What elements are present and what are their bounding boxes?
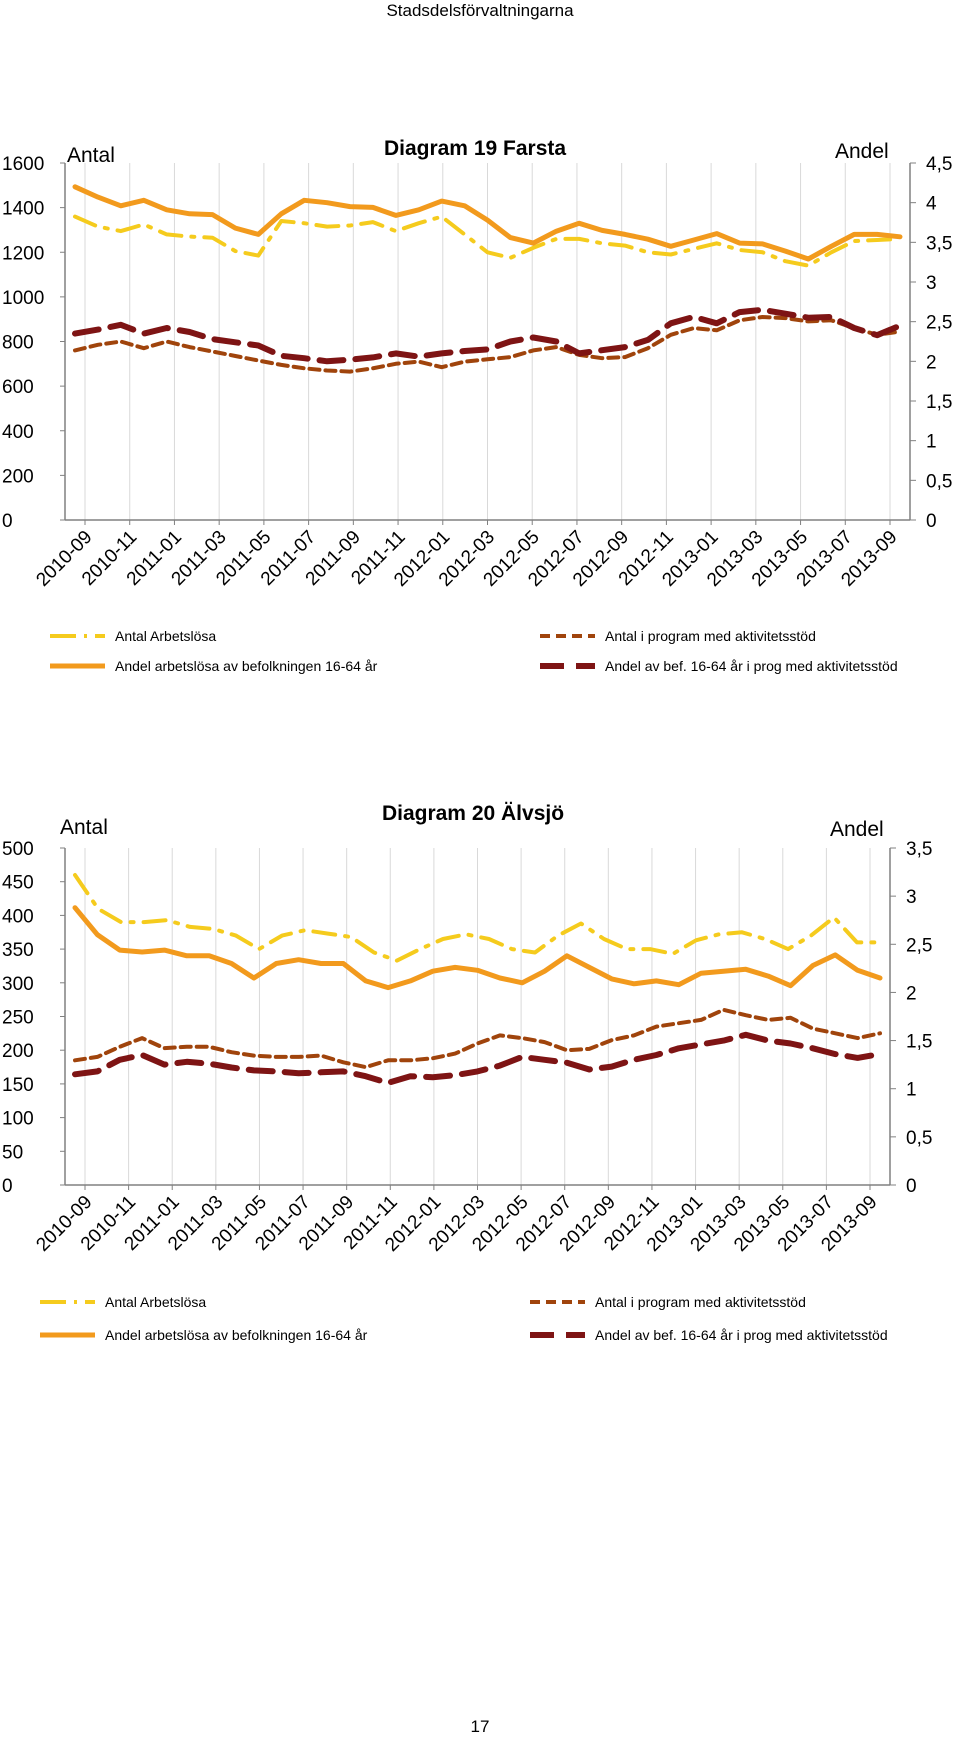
y-axis-title-left: Antal <box>60 816 108 839</box>
series-line-1 <box>72 184 903 262</box>
legend-label-1: Andel arbetslösa av befolkningen 16-64 å… <box>105 1327 368 1343</box>
y-tick-label-right: 3 <box>906 887 917 908</box>
series-line-2 <box>73 1007 882 1070</box>
chart-alvsjo: 0 50 100 150 200 250 300 350 400 450 500 0 0,5 1 1,5 2 2… <box>2 802 932 1343</box>
y-tick-label-right: 4 <box>926 194 937 215</box>
legend-label-3: Andel av bef. 16-64 år i prog med aktivi… <box>605 658 898 674</box>
y-tick-label-left: 0 <box>2 1176 13 1197</box>
chart-title: Diagram 20 Älvsjö <box>382 802 564 825</box>
y-tick-label-right: 1,5 <box>906 1032 932 1053</box>
series-line-0 <box>73 214 902 268</box>
y-tick-label-right: 3,5 <box>906 839 932 860</box>
y-axis-title-right: Andel <box>830 818 884 841</box>
y-tick-label-left: 1000 <box>2 288 44 309</box>
chart-title: Diagram 19 Farsta <box>384 137 566 160</box>
series-line-1 <box>72 905 883 991</box>
y-tick-label-left: 200 <box>2 466 34 487</box>
y-tick-label-right: 3,5 <box>926 233 952 254</box>
y-axis-title-left: Antal <box>67 144 115 167</box>
y-tick-label-left: 1600 <box>2 154 44 175</box>
y-tick-label-left: 600 <box>2 377 34 398</box>
series-line-0 <box>73 873 882 963</box>
y-tick-label-left: 0 <box>2 511 13 532</box>
y-tick-label-right: 0 <box>906 1176 917 1197</box>
y-tick-label-left: 500 <box>2 839 34 860</box>
y-tick-label-left: 100 <box>2 1109 34 1130</box>
page-header: Stadsdelsförvaltningarna <box>386 1 574 20</box>
y-tick-label-left: 150 <box>2 1075 34 1096</box>
y-tick-label-right: 2 <box>926 352 937 373</box>
y-tick-label-right: 0 <box>926 511 937 532</box>
y-tick-label-left: 450 <box>2 873 34 894</box>
y-tick-label-right: 0,5 <box>926 471 952 492</box>
legend-label-2: Antal i program med aktivitetsstöd <box>605 628 816 644</box>
y-tick-label-right: 3 <box>926 273 937 294</box>
legend-label-0: Antal Arbetslösa <box>115 628 216 644</box>
y-tick-label-left: 250 <box>2 1008 34 1029</box>
legend-label-3: Andel av bef. 16-64 år i prog med aktivi… <box>595 1327 888 1343</box>
legend-label-2: Antal i program med aktivitetsstöd <box>595 1294 806 1310</box>
series-line-3 <box>72 1031 883 1086</box>
legend-label-1: Andel arbetslösa av befolkningen 16-64 å… <box>115 658 378 674</box>
legend: Antal Arbetslösa Andel arbetslösa av befo… <box>40 1294 888 1343</box>
y-tick-label-right: 4,5 <box>926 154 952 175</box>
y-tick-label-right: 2 <box>906 983 917 1004</box>
y-tick-label-left: 350 <box>2 940 34 961</box>
y-tick-label-right: 1,5 <box>926 392 952 413</box>
plot-area: 0 200 400 600 800 1000 1200 1400 1600 0 0,5 1 1,5 2 2,… <box>2 154 952 591</box>
legend-label-0: Antal Arbetslösa <box>105 1294 206 1310</box>
series-line-2 <box>73 315 902 374</box>
y-tick-label-right: 1 <box>906 1080 917 1101</box>
y-tick-label-left: 400 <box>2 906 34 927</box>
page-number: 17 <box>470 1717 490 1736</box>
y-tick-label-left: 200 <box>2 1041 34 1062</box>
chart-farsta: 0 200 400 600 800 1000 1200 1400 1600 0 0,5 1 1,5 2 2,… <box>2 137 952 674</box>
y-tick-label-left: 1400 <box>2 199 44 220</box>
y-tick-label-right: 2,5 <box>906 935 932 956</box>
series-line-3 <box>72 306 903 365</box>
y-tick-label-left: 300 <box>2 974 34 995</box>
y-tick-label-right: 1 <box>926 432 937 453</box>
y-tick-label-right: 2,5 <box>926 313 952 334</box>
plot-area: 0 50 100 150 200 250 300 350 400 450 500 0 0,5 1 1,5 2 2… <box>2 839 932 1256</box>
y-tick-label-left: 400 <box>2 422 34 443</box>
y-tick-label-left: 1200 <box>2 243 44 264</box>
y-axis-title-right: Andel <box>835 140 889 163</box>
y-tick-label-left: 800 <box>2 333 34 354</box>
y-tick-label-right: 0,5 <box>906 1128 932 1149</box>
y-tick-label-left: 50 <box>2 1142 23 1163</box>
legend: Antal Arbetslösa Andel arbetslösa av befo… <box>50 628 898 674</box>
